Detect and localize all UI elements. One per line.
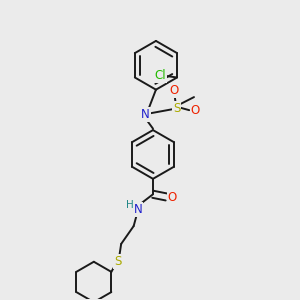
Text: S: S <box>173 102 180 115</box>
Text: O: O <box>170 84 179 97</box>
Text: N: N <box>134 202 142 216</box>
Text: N: N <box>141 108 150 122</box>
Text: O: O <box>168 191 177 204</box>
Text: Cl: Cl <box>154 70 166 83</box>
Text: H: H <box>126 200 134 210</box>
Text: S: S <box>114 255 121 268</box>
Text: O: O <box>190 104 200 117</box>
